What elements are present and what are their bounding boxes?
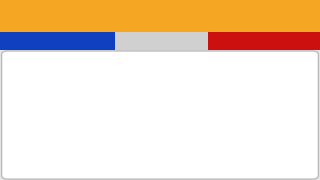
- Text: Business Statistics / Statistical Methods: Business Statistics / Statistical Method…: [35, 11, 285, 21]
- Text: Dwivedi Guidance: Dwivedi Guidance: [3, 37, 88, 46]
- Text: Revision फटाफट: Revision फटाफट: [249, 37, 317, 46]
- Text: Central Tendency: Central Tendency: [25, 116, 295, 144]
- Text: Meaning, Use, Limitation with Examples: Meaning, Use, Limitation with Examples: [74, 159, 246, 168]
- Text: Measures of: Measures of: [60, 80, 260, 108]
